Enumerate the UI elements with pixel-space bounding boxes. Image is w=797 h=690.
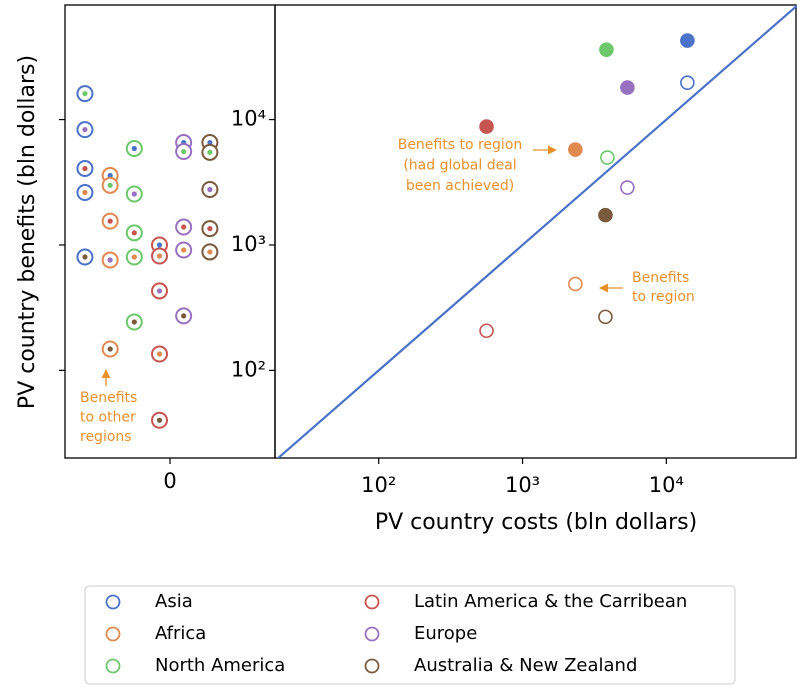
legend-marker — [105, 626, 121, 642]
strip-inner-dot — [156, 242, 163, 248]
legend-label: Asia — [155, 591, 193, 612]
strip-inner-dot — [82, 254, 88, 260]
annotation: (had global deal — [403, 158, 516, 174]
point — [568, 276, 583, 292]
strip-inner-dot — [82, 91, 88, 97]
strip-inner-dot — [207, 249, 213, 255]
legend-label: Europe — [414, 623, 477, 644]
y-tick-label: 10⁴ — [231, 107, 266, 131]
legend-label: North America — [155, 655, 285, 676]
strip-inner-dot — [107, 218, 113, 224]
annotation: regions — [80, 429, 132, 445]
strip-inner-dot — [181, 247, 187, 253]
strip-inner-dot — [156, 288, 163, 294]
legend-marker — [105, 594, 121, 610]
legend-label: Africa — [155, 623, 206, 644]
strip-inner-dot — [156, 417, 163, 423]
x-axis-label: PV country costs (bln dollars) — [375, 510, 697, 535]
legend-marker — [364, 658, 380, 674]
point — [599, 42, 614, 57]
strip-inner-dot — [82, 165, 88, 172]
strip-inner-dot — [207, 226, 213, 232]
legend-box — [84, 585, 736, 685]
point — [620, 180, 635, 195]
strip-inner-dot — [156, 253, 163, 259]
strip-inner-dot — [107, 172, 113, 179]
legend-marker — [105, 658, 121, 674]
strip-inner-dot — [131, 254, 137, 260]
x-tick-label: 10³ — [505, 473, 540, 497]
strip-inner-dot — [156, 351, 163, 357]
strip-inner-dot — [82, 189, 88, 196]
legend-label: Australia & New Zealand — [414, 655, 637, 676]
strip-inner-dot — [207, 139, 213, 146]
annotation: been achieved) — [406, 178, 514, 194]
strip-inner-dot — [131, 319, 137, 325]
point — [479, 323, 494, 339]
strip-x-tick-label: 0 — [163, 469, 176, 493]
strip-inner-dot — [107, 346, 113, 352]
annotation: Benefits — [632, 270, 689, 286]
legend-label: Latin America & the Carribean — [414, 591, 687, 612]
strip-inner-dot — [181, 224, 187, 230]
strip-inner-dot — [207, 149, 213, 155]
annotation: Benefits — [80, 390, 137, 406]
legend-marker — [364, 626, 380, 642]
strip-inner-dot — [82, 126, 88, 133]
legend-marker — [364, 594, 380, 610]
point — [680, 33, 695, 48]
annotation: Benefits to region — [398, 137, 523, 153]
strip-inner-dot — [131, 230, 137, 236]
y-tick-label: 10² — [231, 357, 266, 381]
y-axis-label: PV country benefits (bln dollars) — [15, 55, 40, 409]
point — [600, 150, 615, 165]
strip-inner-dot — [181, 313, 187, 319]
strip-inner-dot — [131, 191, 137, 197]
x-tick-label: 10⁴ — [649, 473, 684, 497]
strip-inner-dot — [107, 257, 113, 263]
strip-inner-dot — [181, 148, 187, 155]
point — [680, 75, 695, 90]
point — [598, 309, 613, 325]
annotation: to region — [632, 289, 695, 305]
y-tick-label: 10³ — [231, 232, 266, 256]
annotation: to other — [80, 410, 136, 426]
point — [479, 119, 494, 134]
strip-inner-dot — [207, 186, 213, 193]
x-tick-label: 10² — [361, 473, 396, 497]
point — [568, 142, 583, 157]
diagonal-line — [276, 5, 797, 458]
strip-inner-dot — [107, 182, 113, 188]
point — [620, 80, 635, 95]
plot-frame — [274, 4, 797, 459]
strip-inner-dot — [131, 145, 137, 152]
point — [598, 207, 613, 223]
